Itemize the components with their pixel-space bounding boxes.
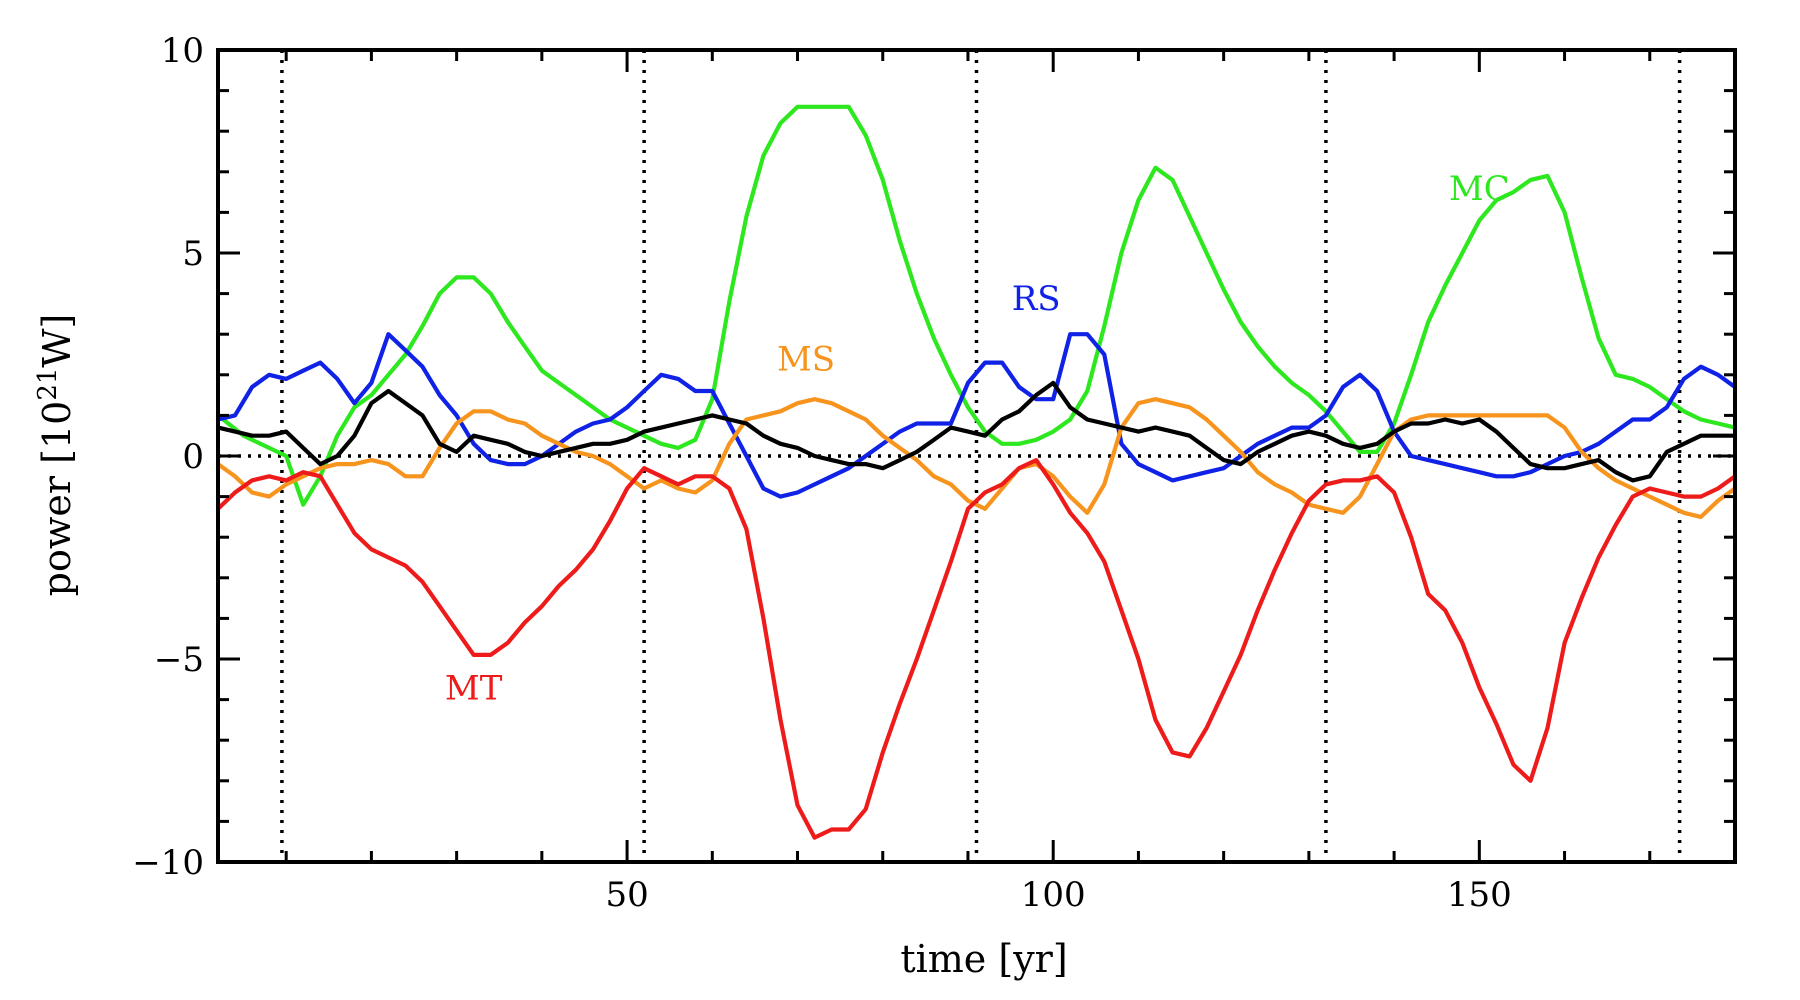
series-line-mt — [215, 458, 1738, 840]
x-tick-label: 50 — [605, 875, 648, 915]
x-tick-label: 100 — [1021, 875, 1086, 915]
y-axis-title: power [1021W] — [33, 314, 79, 597]
x-tick-label: 150 — [1447, 875, 1512, 915]
series-line-ms — [215, 397, 1738, 519]
series-line-mc — [215, 104, 1738, 507]
axes: 50 100 150 −10 −5 0 5 10 — [132, 31, 1737, 915]
y-tick-label: 5 — [182, 234, 204, 274]
series-label-rs: RS — [1012, 279, 1061, 319]
y-axis-title-exponent: 21 — [33, 368, 63, 401]
y-tick-label: 10 — [161, 31, 204, 71]
reference-lines — [218, 50, 1735, 862]
y-tick-label: −5 — [154, 640, 204, 680]
series-label-ms: MS — [777, 340, 835, 380]
y-tick-label: 0 — [182, 437, 204, 477]
series-label-mc: MC — [1449, 169, 1510, 209]
y-tick-label: −10 — [132, 843, 204, 883]
y-axis-title-suffix: W] — [35, 314, 79, 368]
x-axis-title: time [yr] — [900, 937, 1067, 981]
series-labels: MC RS MS MT — [445, 169, 1510, 708]
series-line-total — [215, 380, 1738, 483]
y-axis-title-prefix: power [10 — [35, 401, 79, 597]
series-lines — [215, 104, 1738, 840]
series-label-mt: MT — [445, 669, 503, 709]
